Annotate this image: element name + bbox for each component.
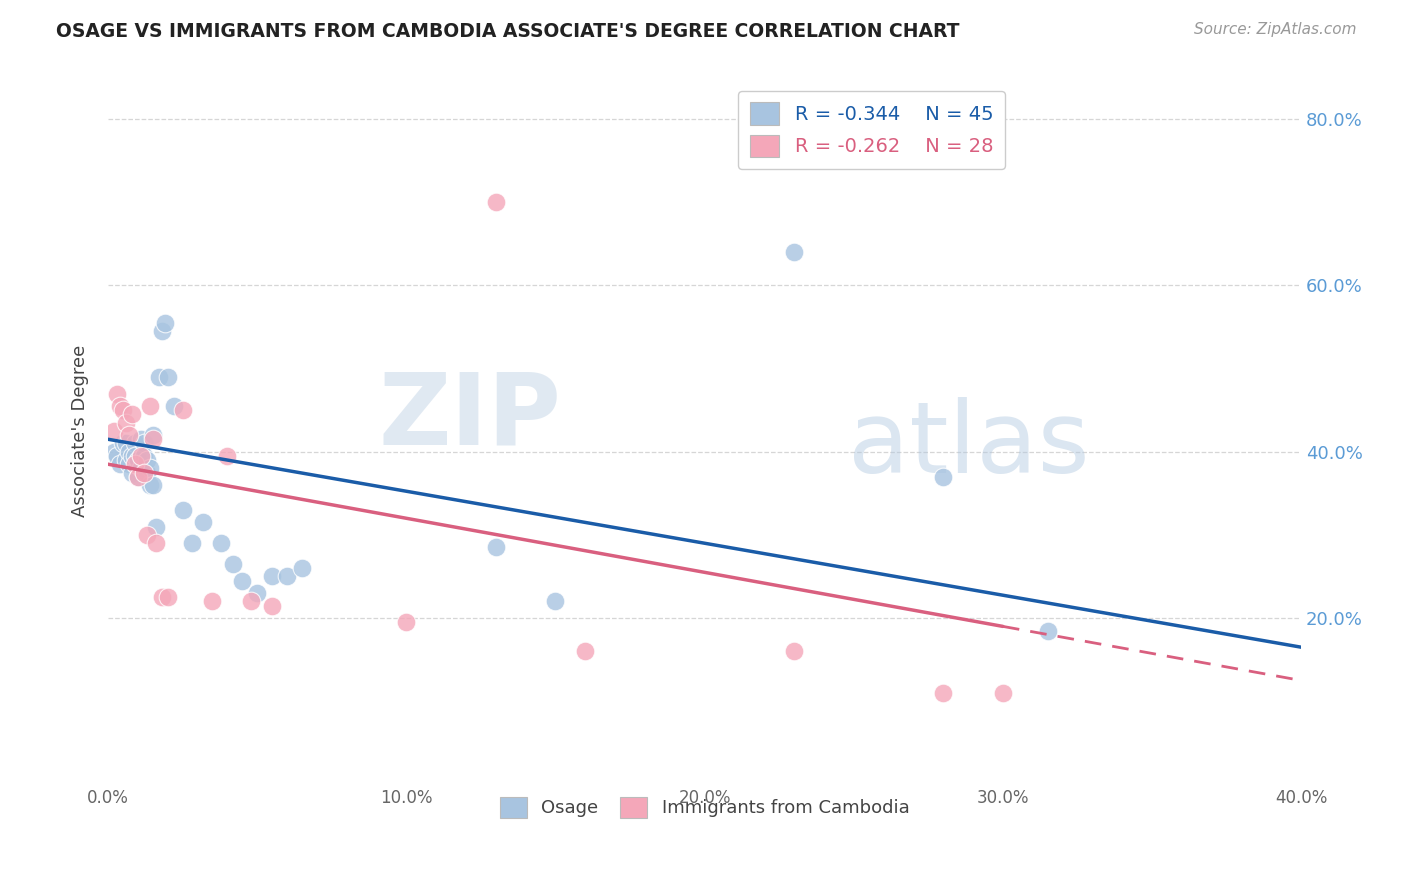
Point: [139, 478, 162, 492]
Text: atlas: atlas: [848, 397, 1090, 493]
Point: [145, 536, 167, 550]
Point: [153, 316, 176, 330]
Point: [129, 432, 152, 446]
Point: [485, 541, 508, 555]
Point: [105, 386, 128, 401]
Point: [124, 436, 146, 450]
Point: [118, 428, 141, 442]
Point: [150, 324, 173, 338]
Point: [121, 407, 143, 421]
Point: [162, 399, 184, 413]
Point: [291, 561, 314, 575]
Text: OSAGE VS IMMIGRANTS FROM CAMBODIA ASSOCIATE'S DEGREE CORRELATION CHART: OSAGE VS IMMIGRANTS FROM CAMBODIA ASSOCI…: [56, 22, 960, 41]
Point: [991, 686, 1014, 700]
Point: [246, 586, 269, 600]
Point: [485, 195, 508, 210]
Point: [201, 594, 224, 608]
Point: [124, 457, 146, 471]
Point: [260, 569, 283, 583]
Point: [932, 469, 955, 483]
Point: [1036, 624, 1059, 638]
Point: [150, 591, 173, 605]
Point: [132, 436, 155, 450]
Point: [217, 449, 239, 463]
Point: [103, 424, 125, 438]
Point: [118, 457, 141, 471]
Point: [142, 428, 165, 442]
Point: [193, 516, 215, 530]
Point: [142, 432, 165, 446]
Point: [124, 449, 146, 463]
Point: [783, 644, 806, 658]
Point: [395, 615, 418, 630]
Point: [118, 444, 141, 458]
Point: [544, 594, 567, 608]
Point: [172, 503, 194, 517]
Point: [156, 370, 179, 384]
Point: [139, 399, 162, 413]
Point: [127, 469, 149, 483]
Point: [103, 444, 125, 458]
Text: ZIP: ZIP: [378, 368, 561, 466]
Point: [127, 469, 149, 483]
Point: [222, 557, 245, 571]
Point: [574, 644, 596, 658]
Point: [148, 370, 170, 384]
Point: [115, 436, 138, 450]
Point: [135, 466, 157, 480]
Point: [180, 536, 202, 550]
Point: [121, 466, 143, 480]
Point: [139, 461, 162, 475]
Point: [260, 599, 283, 613]
Point: [231, 574, 253, 588]
Point: [129, 449, 152, 463]
Point: [115, 453, 138, 467]
Point: [108, 457, 131, 471]
Point: [127, 453, 149, 467]
Point: [240, 594, 263, 608]
Point: [111, 436, 134, 450]
Point: [156, 591, 179, 605]
Point: [142, 478, 165, 492]
Point: [135, 528, 157, 542]
Point: [132, 466, 155, 480]
Legend: Osage, Immigrants from Cambodia: Osage, Immigrants from Cambodia: [492, 789, 917, 825]
Point: [108, 399, 131, 413]
Point: [135, 453, 157, 467]
Point: [172, 403, 194, 417]
Point: [132, 449, 155, 463]
Y-axis label: Associate's Degree: Associate's Degree: [72, 345, 89, 517]
Point: [209, 536, 232, 550]
Point: [115, 416, 138, 430]
Point: [145, 519, 167, 533]
Point: [783, 245, 806, 260]
Point: [129, 461, 152, 475]
Point: [105, 449, 128, 463]
Point: [111, 403, 134, 417]
Point: [276, 569, 298, 583]
Point: [932, 686, 955, 700]
Text: Source: ZipAtlas.com: Source: ZipAtlas.com: [1194, 22, 1357, 37]
Point: [121, 449, 143, 463]
